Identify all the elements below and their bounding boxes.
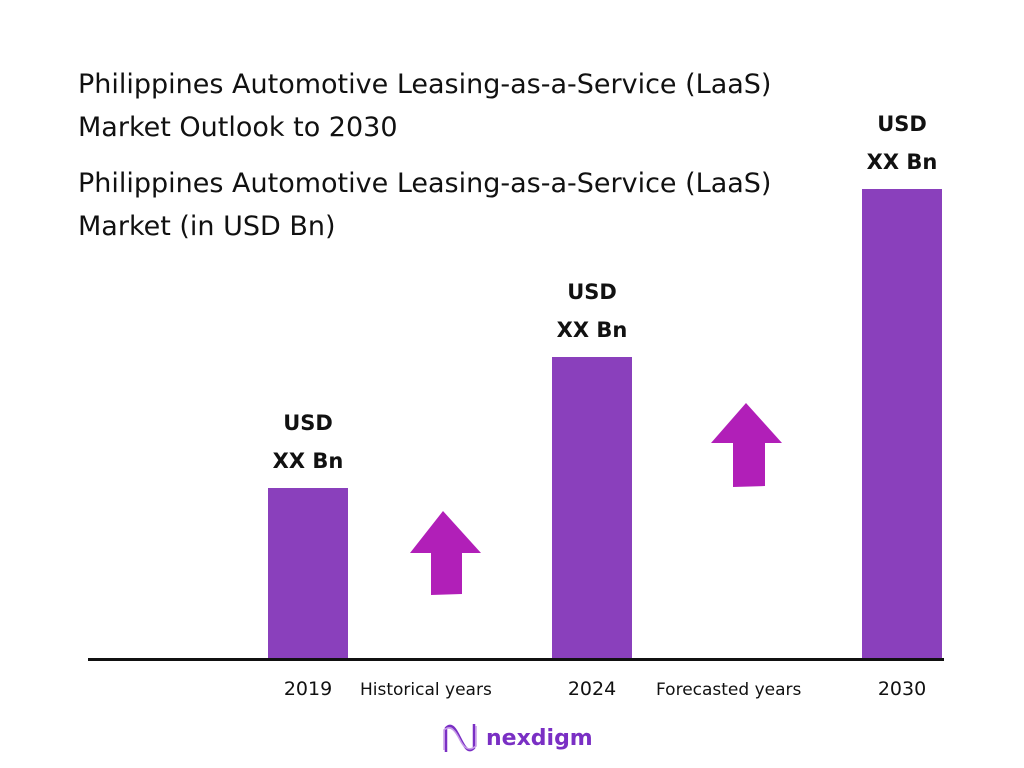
growth-arrow-icon [711, 403, 782, 487]
period-label-forecasted: Forecasted years [656, 680, 802, 700]
data-label-2030-currency: USD [877, 111, 927, 136]
x-tick-2030: 2030 [877, 678, 927, 700]
x-tick-2019: 2019 [283, 678, 333, 700]
data-label-2030-value: XX Bn [866, 149, 938, 174]
brand-name: nexdigm [486, 725, 593, 751]
bar-2019 [268, 488, 348, 660]
chart-title: Philippines Automotive Leasing-as-a-Serv… [78, 69, 772, 143]
x-axis-line [88, 658, 944, 661]
growth-arrow-icon [410, 511, 481, 595]
data-label-2024-value: XX Bn [556, 318, 628, 343]
chart-subtitle: Philippines Automotive Leasing-as-a-Serv… [78, 168, 772, 242]
nexdigm-logo: nexdigm [442, 722, 593, 754]
bar-2030 [862, 188, 942, 660]
period-label-historical: Historical years [360, 680, 492, 700]
x-tick-2024: 2024 [567, 678, 617, 700]
bar-2024 [552, 357, 632, 660]
data-label-2024-currency: USD [567, 280, 617, 305]
data-label-2019-value: XX Bn [272, 449, 344, 473]
nexdigm-wave-icon [443, 724, 477, 752]
data-label-2019-currency: USD [283, 411, 333, 435]
